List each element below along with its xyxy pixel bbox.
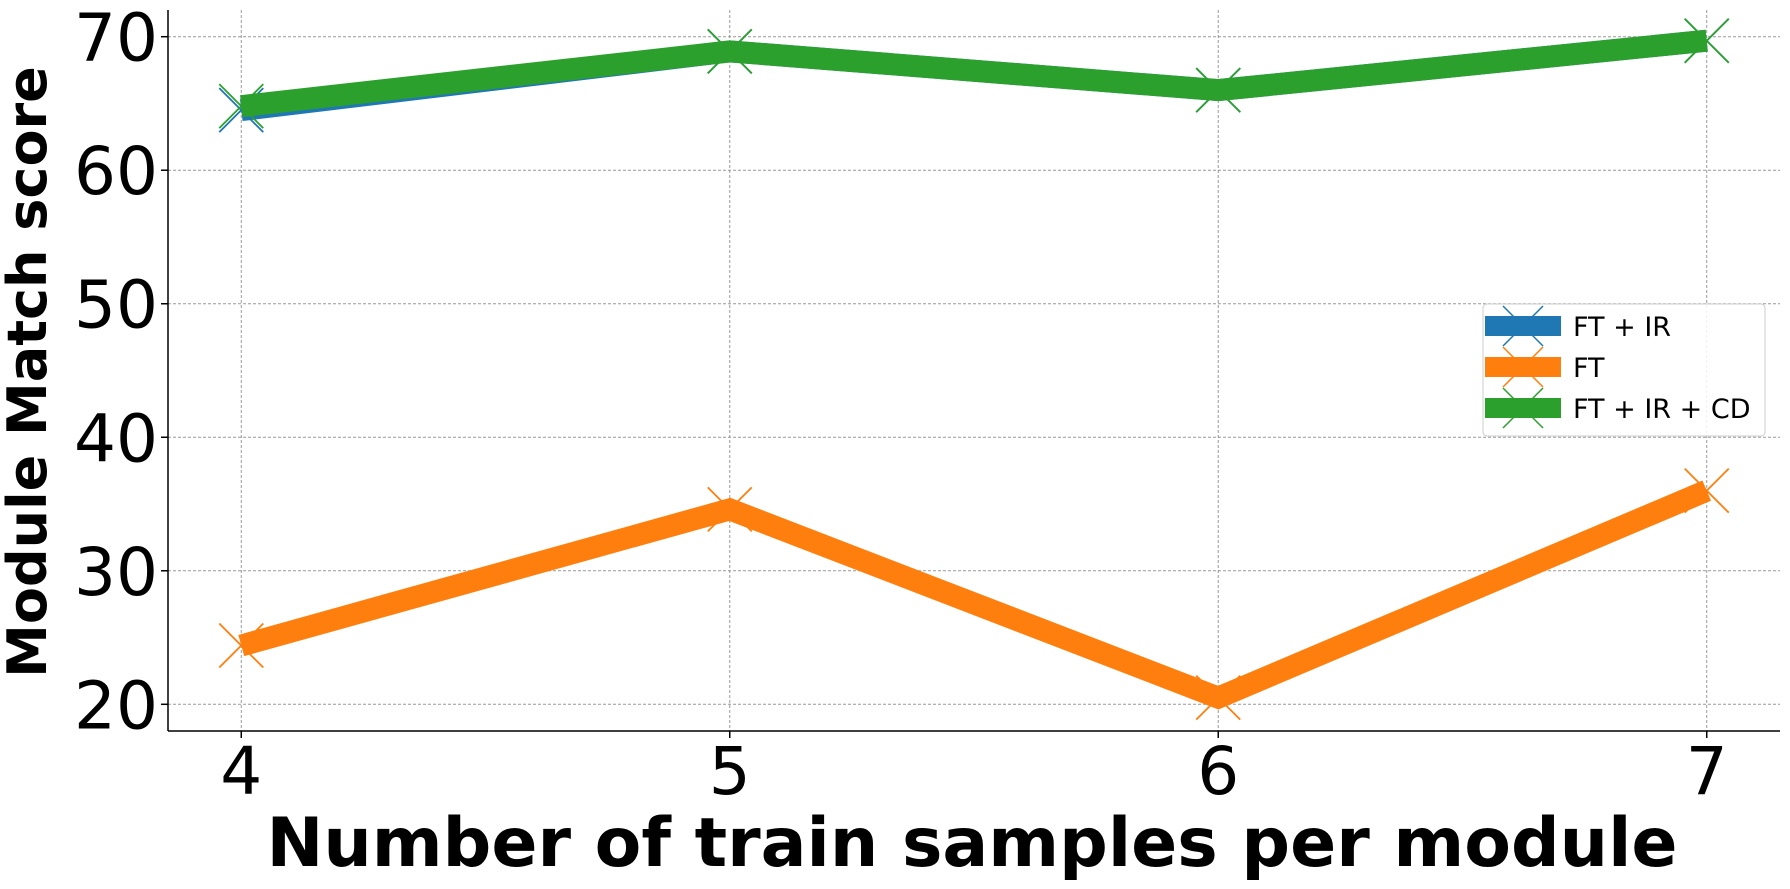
data-point: [218, 83, 264, 129]
grid-lines: [168, 10, 1780, 731]
legend-item: FT: [1485, 346, 1605, 388]
data-point: [1195, 67, 1241, 113]
legend-marker: [1502, 305, 1544, 347]
data-point: [707, 28, 753, 75]
x-axis-label: Number of train samples per module: [266, 804, 1677, 883]
y-axis-label: Module Match score: [0, 66, 59, 678]
data-point: [1195, 674, 1241, 721]
legend-item: FT + IR + CD: [1485, 387, 1751, 429]
legend-marker: [1502, 387, 1544, 429]
data-point: [1684, 468, 1730, 514]
data-point: [707, 486, 753, 532]
tick-labels: 4 5 6 7 20 30 40 50 60 70: [74, 0, 1728, 810]
x-tick-label: 4: [220, 733, 262, 810]
legend-label: FT: [1573, 353, 1605, 384]
legend-label: FT + IR: [1573, 312, 1671, 343]
x-tick-label: 5: [709, 733, 751, 810]
series-line: [240, 29, 1708, 118]
series-layer: [218, 18, 1730, 721]
y-tick-label: 70: [74, 0, 158, 77]
y-tick-label: 40: [74, 400, 158, 477]
x-tick-label: 7: [1686, 733, 1728, 810]
legend: FT + IR FT FT + IR + CD: [1482, 303, 1766, 437]
y-tick-label: 20: [74, 667, 158, 744]
legend-marker: [1502, 346, 1544, 388]
legend-item: FT + IR: [1485, 305, 1671, 347]
y-tick-label: 50: [74, 267, 158, 344]
data-point: [218, 622, 264, 669]
legend-label: FT + IR + CD: [1573, 394, 1751, 425]
series-line: [238, 480, 1712, 710]
x-tick-label: 6: [1197, 733, 1239, 810]
y-tick-label: 60: [74, 133, 158, 210]
y-tick-label: 30: [74, 534, 158, 611]
series-2: [218, 18, 1730, 129]
data-point: [1684, 18, 1730, 64]
series-1: [218, 468, 1730, 721]
axes: [161, 10, 1780, 738]
